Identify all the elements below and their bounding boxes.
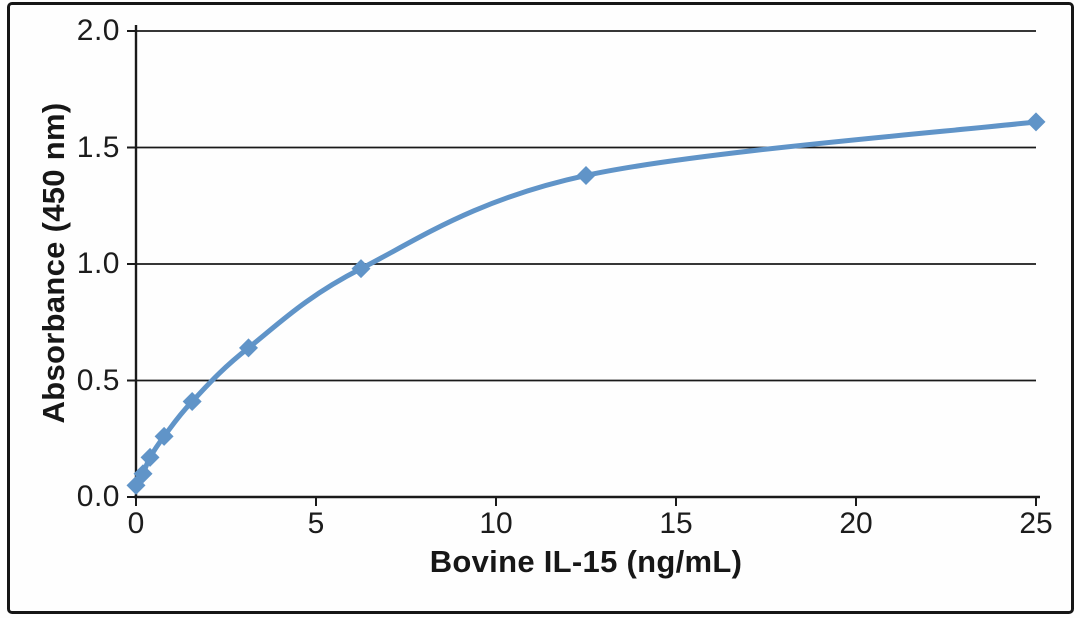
y-tick-label: 0.5 [76, 363, 120, 397]
x-tick-label: 0 [127, 507, 145, 540]
x-tick-label: 15 [659, 507, 693, 540]
y-tick-label: 0.0 [76, 480, 120, 513]
x-tick-label: 25 [1019, 507, 1053, 540]
y-tick-label: 2.0 [76, 14, 120, 47]
y-axis-title: Absorbance (450 nm) [36, 102, 71, 424]
x-axis-title: Bovine IL-15 (ng/mL) [429, 544, 743, 579]
data-point-marker [351, 259, 371, 279]
data-point-marker [239, 338, 258, 358]
x-tick-label: 10 [479, 507, 513, 540]
x-tick-label: 20 [839, 507, 873, 540]
x-tick-label: 5 [307, 507, 325, 540]
y-tick-label: 1.0 [76, 247, 120, 280]
data-point-marker [133, 464, 153, 484]
data-point-marker [1026, 112, 1046, 132]
data-point-marker [576, 165, 596, 185]
data-point-marker [140, 447, 160, 467]
data-point-marker [182, 391, 202, 411]
y-tick-label: 1.5 [76, 130, 120, 164]
data-point-marker [154, 426, 174, 446]
